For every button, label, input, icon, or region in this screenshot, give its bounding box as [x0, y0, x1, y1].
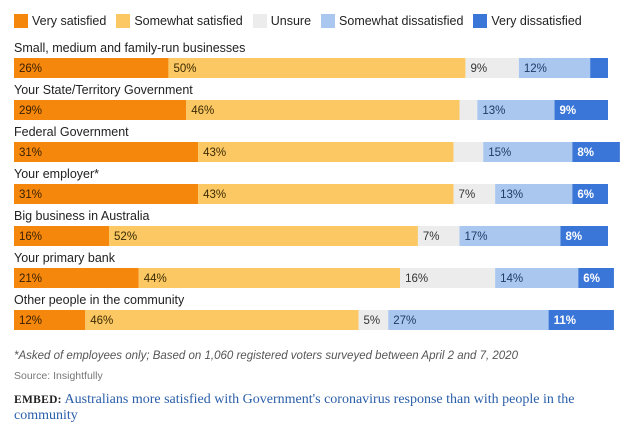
- value-label: 16%: [405, 273, 428, 285]
- bar-segment-very-satisfied: [14, 142, 199, 162]
- legend-label: Very satisfied: [32, 14, 107, 28]
- bar-segment-very-dissatisfied: [548, 310, 614, 330]
- value-label: 12%: [19, 315, 42, 327]
- bar-segment-very-satisfied: [14, 100, 187, 120]
- bar-segment-somewhat-satisfied: [168, 58, 466, 78]
- bar-segment-very-dissatisfied: [590, 58, 608, 78]
- bar-segment-somewhat-satisfied: [109, 226, 418, 246]
- value-label: 15%: [488, 147, 511, 159]
- embed-link[interactable]: Australians more satisfied with Governme…: [14, 392, 575, 423]
- value-label: 44%: [144, 273, 167, 285]
- category-label: Your primary bank: [14, 251, 116, 265]
- bar-segment-very-satisfied: [14, 226, 110, 246]
- bar-segment-somewhat-dissatisfied: [459, 226, 561, 246]
- bar-segment-somewhat-satisfied: [198, 184, 454, 204]
- category-label: Other people in the community: [14, 293, 185, 307]
- bar-segment-very-dissatisfied: [554, 100, 608, 120]
- legend-item-unsure: Unsure: [252, 14, 312, 28]
- bar-segment-very-dissatisfied: [560, 226, 608, 246]
- bar-segment-somewhat-dissatisfied: [495, 268, 579, 288]
- embed-prefix: EMBED:: [14, 394, 62, 406]
- legend: Very satisfied Somewhat satisfied Unsure…: [14, 12, 592, 30]
- bar-segment-somewhat-satisfied: [186, 100, 460, 120]
- legend-swatch: [321, 14, 336, 28]
- bar-segment-somewhat-satisfied: [85, 310, 359, 330]
- bar-segment-somewhat-dissatisfied: [388, 310, 549, 330]
- category-label: Your employer*: [14, 167, 99, 181]
- value-label: 26%: [19, 63, 42, 75]
- category-label: Small, medium and family-run businesses: [14, 41, 245, 55]
- bar-segment-unsure: [459, 100, 478, 120]
- bar-segment-somewhat-dissatisfied: [483, 142, 573, 162]
- legend-swatch: [116, 14, 131, 28]
- bar-segment-very-dissatisfied: [572, 142, 620, 162]
- value-label: 31%: [19, 189, 42, 201]
- category-label: Big business in Australia: [14, 209, 150, 223]
- stacked-bar-chart: Small, medium and family-run businesses 2…: [14, 41, 620, 330]
- value-label: 13%: [482, 105, 505, 117]
- value-label: 31%: [19, 147, 42, 159]
- value-label: 9%: [560, 105, 577, 117]
- bar-segment-very-satisfied: [14, 184, 199, 204]
- value-label: 43%: [203, 147, 226, 159]
- legend-swatch: [252, 14, 267, 28]
- legend-item-very-satisfied: Very satisfied: [14, 14, 106, 28]
- value-label: 7%: [459, 189, 476, 201]
- value-label: 8%: [577, 147, 594, 159]
- footnote: *Asked of employees only; Based on 1,060…: [14, 350, 518, 362]
- value-label: 8%: [565, 231, 582, 243]
- category-label: Federal Government: [14, 125, 129, 139]
- bar-segment-somewhat-satisfied: [198, 142, 454, 162]
- bar-segment-very-satisfied: [14, 58, 169, 78]
- bar-segment-very-dissatisfied: [572, 184, 608, 204]
- value-label: 6%: [583, 273, 600, 285]
- bar-segment-somewhat-dissatisfied: [477, 100, 555, 120]
- legend-swatch: [14, 14, 28, 28]
- bar-segment-unsure: [417, 226, 460, 246]
- value-label: 13%: [500, 189, 523, 201]
- bar-segment-unsure: [400, 268, 496, 288]
- value-label: 17%: [465, 231, 488, 243]
- legend-item-somewhat-satisfied: Somewhat satisfied: [116, 14, 243, 28]
- bar-segment-somewhat-dissatisfied: [495, 184, 573, 204]
- value-label: 29%: [19, 105, 42, 117]
- bar-segment-somewhat-dissatisfied: [518, 58, 591, 78]
- category-label: Your State/Territory Government: [14, 83, 193, 97]
- value-label: 46%: [191, 105, 214, 117]
- legend-label: Somewhat dissatisfied: [339, 14, 464, 28]
- legend-label: Somewhat satisfied: [134, 14, 243, 28]
- legend-item-very-dissatisfied: Very dissatisfied: [473, 14, 582, 28]
- value-label: 50%: [173, 63, 196, 75]
- embed-line: EMBED: Australians more satisfied with G…: [14, 392, 624, 424]
- bar-segment-unsure: [465, 58, 519, 78]
- bar-segment-very-satisfied: [14, 310, 86, 330]
- value-label: 21%: [19, 273, 42, 285]
- bar-segment-somewhat-satisfied: [138, 268, 401, 288]
- value-label: 46%: [90, 315, 113, 327]
- bar-segment-unsure: [453, 142, 484, 162]
- value-label: 14%: [500, 273, 523, 285]
- value-label: 43%: [203, 189, 226, 201]
- value-label: 9%: [470, 63, 487, 75]
- bar-segment-unsure: [453, 184, 496, 204]
- value-label: 5%: [364, 315, 381, 327]
- legend-item-somewhat-dissatisfied: Somewhat dissatisfied: [321, 14, 463, 28]
- legend-label: Very dissatisfied: [491, 14, 582, 28]
- value-label: 12%: [524, 63, 547, 75]
- value-label: 6%: [577, 189, 594, 201]
- value-label: 16%: [19, 231, 42, 243]
- legend-label: Unsure: [270, 14, 312, 28]
- source-note: Source: Insightfully: [14, 370, 103, 382]
- value-label: 27%: [393, 315, 416, 327]
- value-label: 52%: [114, 231, 137, 243]
- bar-segment-very-dissatisfied: [578, 268, 614, 288]
- bar-segment-very-satisfied: [14, 268, 139, 288]
- value-label: 11%: [554, 315, 576, 327]
- value-label: 7%: [423, 231, 440, 243]
- legend-swatch: [473, 14, 488, 28]
- bar-segment-unsure: [358, 310, 389, 330]
